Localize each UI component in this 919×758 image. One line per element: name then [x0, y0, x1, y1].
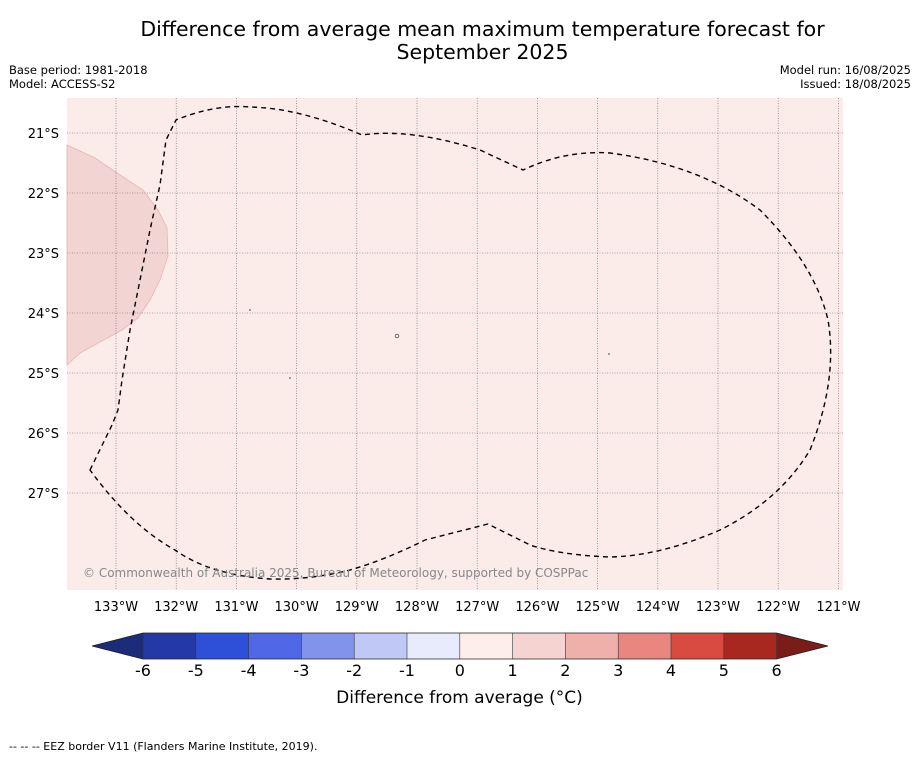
colorbar-tick-label: 6 — [772, 661, 782, 680]
colorbar-segment — [248, 633, 302, 659]
longitude-label: 129°W — [335, 600, 379, 615]
colorbar-ticks: -6 -5 -4 -3 -2 -1 0 1 2 3 4 5 6 — [135, 661, 782, 680]
island-marker — [608, 353, 610, 355]
colorbar-low-extension — [92, 633, 143, 659]
eez-legend: -- -- -- EEZ border V11 (Flanders Marine… — [9, 740, 318, 753]
colorbar-segment — [143, 633, 196, 659]
colorbar-segment — [407, 633, 460, 659]
longitude-label: 122°W — [756, 600, 800, 615]
island-marker — [249, 309, 251, 311]
latitude-label: 26°S — [28, 427, 59, 442]
colorbar-tick-label: -1 — [399, 661, 415, 680]
colorbar-segment — [618, 633, 671, 659]
meta-left: Base period: 1981-2018 Model: ACCESS-S2 — [9, 63, 148, 91]
meta-right: Model run: 16/08/2025 Issued: 18/08/2025 — [780, 63, 911, 91]
map-figure: © Commonwealth of Australia 2025, Bureau… — [28, 98, 861, 680]
colorbar-tick-label: -6 — [135, 661, 151, 680]
colorbar-segment — [671, 633, 724, 659]
anomaly-patch — [66, 144, 169, 366]
longitude-label: 124°W — [636, 600, 680, 615]
longitude-label: 131°W — [214, 600, 258, 615]
colorbar — [91, 632, 829, 660]
longitude-label: 123°W — [696, 600, 740, 615]
colorbar-segment — [512, 633, 566, 659]
colorbar-tick-label: 3 — [613, 661, 623, 680]
island-marker — [289, 377, 291, 379]
title-line-1: Difference from average mean maximum tem… — [140, 17, 825, 41]
colorbar-segment — [354, 633, 407, 659]
colorbar-segment — [195, 633, 249, 659]
longitude-label: 121°W — [816, 600, 860, 615]
longitude-label: 133°W — [94, 600, 138, 615]
colorbar-tick-label: 5 — [719, 661, 729, 680]
colorbar-tick-label: 2 — [560, 661, 570, 680]
longitude-label: 128°W — [395, 600, 439, 615]
colorbar-segment — [723, 633, 777, 659]
latitude-label: 22°S — [28, 187, 59, 202]
longitude-labels: 133°W 132°W 131°W 130°W 129°W 128°W 127°W 126°W… — [94, 600, 861, 615]
colorbar-segment — [459, 633, 513, 659]
colorbar-outline — [91, 632, 829, 660]
island-marker — [394, 333, 400, 339]
latitude-label: 25°S — [28, 367, 59, 382]
latitude-label: 23°S — [28, 247, 59, 262]
longitude-label: 130°W — [275, 600, 319, 615]
colorbar-high-extension — [776, 633, 828, 659]
colorbar-tick-label: 0 — [455, 661, 465, 680]
colorbar-tick-label: 4 — [666, 661, 676, 680]
latitude-label: 27°S — [28, 487, 59, 502]
title-line-2: September 2025 — [396, 40, 569, 64]
model-run: Model run: 16/08/2025 — [779, 63, 911, 77]
colorbar-segment — [301, 633, 355, 659]
longitude-label: 132°W — [154, 600, 198, 615]
eez-border — [89, 105, 832, 580]
colorbar-tick-label: -3 — [293, 661, 309, 680]
issued-date: Issued: 18/08/2025 — [800, 77, 911, 91]
colorbar-tick-label: -2 — [346, 661, 362, 680]
latitude-labels: 21°S 22°S 23°S 24°S 25°S 26°S 27°S — [28, 127, 59, 502]
colorbar-tick-label: -5 — [188, 661, 204, 680]
latitude-label: 24°S — [28, 307, 59, 322]
base-period: Base period: 1981-2018 — [9, 63, 148, 77]
graticule — [67, 98, 843, 590]
copyright-text: © Commonwealth of Australia 2025, Bureau… — [83, 566, 588, 580]
colorbar-tick-label: -4 — [241, 661, 257, 680]
colorbar-tick-label: 1 — [508, 661, 518, 680]
longitude-label: 127°W — [455, 600, 499, 615]
colorbar-segment — [565, 633, 619, 659]
chart-title: Difference from average mean maximum tem… — [60, 18, 905, 64]
colorbar-label: Difference from average (°C) — [336, 688, 583, 708]
map-background — [67, 98, 843, 590]
latitude-label: 21°S — [28, 127, 59, 142]
longitude-label: 125°W — [576, 600, 620, 615]
model-name: Model: ACCESS-S2 — [9, 77, 116, 91]
longitude-label: 126°W — [515, 600, 559, 615]
